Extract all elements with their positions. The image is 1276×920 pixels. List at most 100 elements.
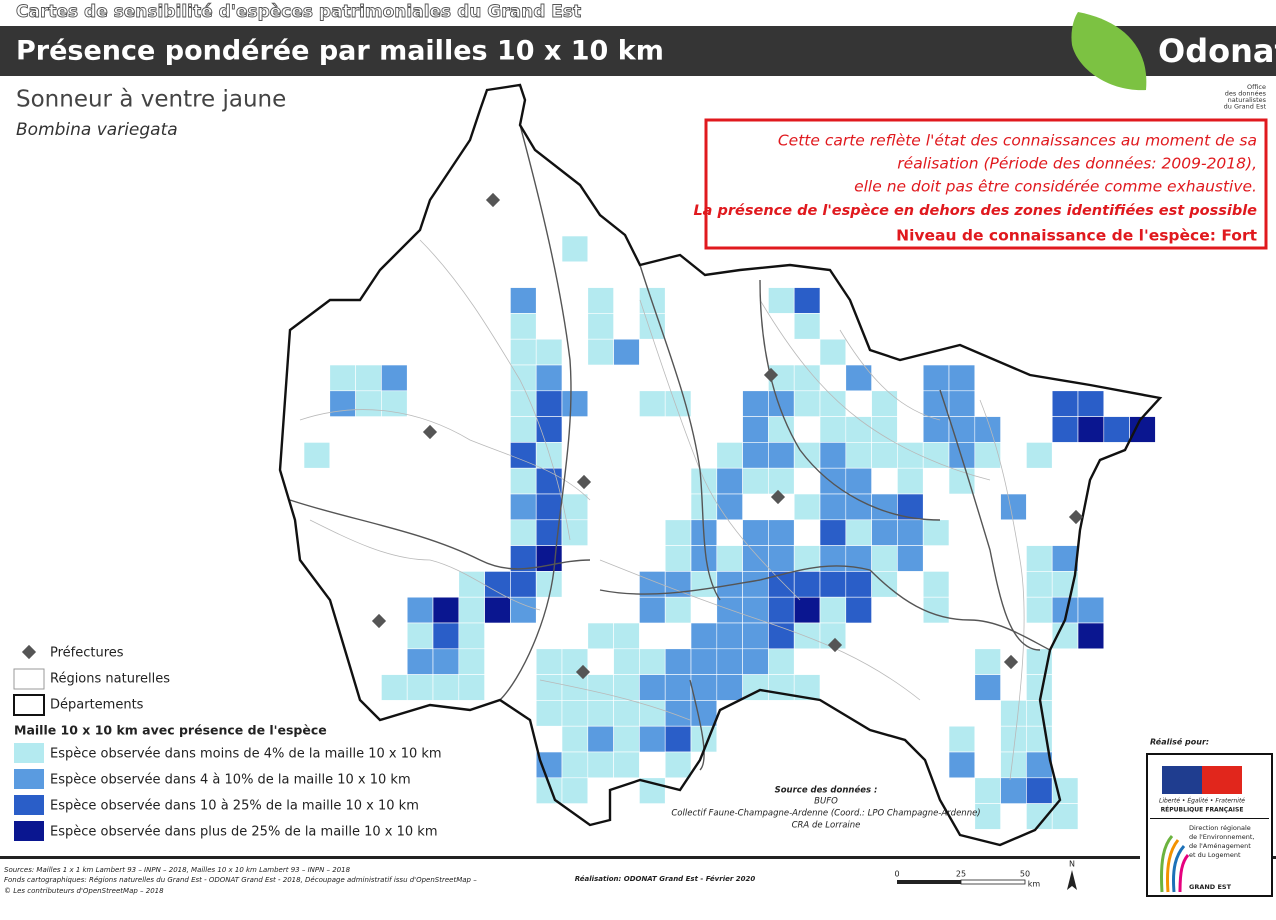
dreal-line: de l'Aménagement [1189, 842, 1251, 850]
grid-cell [1026, 751, 1053, 779]
grid-cell [871, 493, 898, 521]
grid-cell [690, 648, 718, 675]
region-symbol [13, 668, 45, 690]
species-name: Sonneur à ventre jaune [16, 87, 286, 113]
prefecture [770, 489, 786, 505]
north-arrow [1067, 870, 1077, 890]
grid-cell [458, 596, 485, 624]
grid-cell [845, 493, 872, 521]
prefecture [827, 637, 843, 653]
grid-cell [381, 674, 408, 701]
grid-cell [664, 725, 692, 753]
grid-cell [639, 596, 666, 624]
grid-cell [1026, 442, 1053, 469]
grid-cell [613, 648, 640, 675]
grid-cell [664, 700, 692, 727]
grid-cell [819, 493, 847, 521]
footer-source: Fonds cartographiques: Régions naturelle… [4, 876, 477, 884]
grid-cell [303, 442, 331, 469]
logo-subtitle: des données [1225, 90, 1267, 98]
latin-name: Bombina variegata [16, 120, 178, 140]
grid-cell [716, 467, 743, 495]
grid-cell [587, 313, 614, 340]
source-line: CRA de Lorraine [792, 821, 861, 831]
grid-cell [535, 416, 563, 443]
grid-cell [845, 442, 872, 469]
grid-cell [535, 390, 563, 417]
grid-cell [561, 725, 589, 753]
class-label: Espèce observée dans moins de 4% de la m… [50, 747, 442, 762]
grid-cell [587, 725, 614, 753]
legend-label: Régions naturelles [50, 672, 170, 687]
legend-label: Départements [50, 698, 144, 713]
prefecture [763, 367, 779, 383]
prefecture [371, 613, 387, 629]
grid-cell [742, 467, 769, 495]
source-title: Source des données : [775, 785, 878, 796]
region-outline [278, 83, 1163, 847]
grid-cell [1026, 596, 1053, 624]
grid-cell [819, 519, 847, 546]
grid-cell [587, 674, 614, 701]
grid-cell [1077, 416, 1105, 443]
grid-cell [768, 416, 795, 443]
grid-cell [716, 596, 743, 624]
grid-cell [458, 648, 485, 675]
grid-cell [1026, 571, 1053, 598]
class-label: Espèce observée dans 4 à 10% de la maill… [50, 773, 411, 788]
grid-cell [742, 442, 769, 469]
grid-cell [613, 751, 640, 779]
scale-bar [960, 879, 1026, 885]
grid-cell [871, 545, 898, 572]
grid-cell [535, 648, 563, 675]
class-label: Espèce observée dans plus de 25% de la m… [50, 825, 438, 840]
grid-cell [1026, 674, 1053, 701]
prefecture [485, 192, 501, 208]
grid-cell [974, 442, 1001, 469]
grid-cell [432, 648, 460, 675]
grid-cell [922, 519, 950, 546]
logo-leaf [1071, 12, 1147, 91]
grid-cell [793, 390, 821, 417]
grid-cell [639, 700, 666, 727]
grid-cell [845, 596, 872, 624]
scale-tick: 0 [894, 870, 899, 879]
grid-cell [406, 648, 434, 675]
supertitle: Cartes de sensibilité d'espèces patrimon… [16, 2, 581, 22]
source-line: Collectif Faune-Champagne-Ardenne (Coord… [671, 809, 980, 819]
grid-cell [716, 442, 743, 469]
grid-cell [406, 674, 434, 701]
grid-cell [922, 596, 950, 624]
republic-motto: Liberté • Égalité • Fraternité [1159, 797, 1245, 805]
grid-cell [948, 467, 976, 495]
grid-cell [1000, 700, 1027, 727]
grid-cell [1051, 390, 1079, 417]
grid-cell [742, 545, 769, 572]
grid-cell [535, 442, 563, 469]
grid-cell [716, 674, 743, 701]
notice-line: Cette carte reflète l'état des connaissa… [778, 132, 1257, 150]
scale-unit: km [1028, 880, 1041, 889]
grid-cell [561, 390, 589, 417]
grid-cell [819, 442, 847, 469]
grid-cell [793, 313, 821, 340]
notice-line: elle ne doit pas être considérée comme e… [854, 178, 1257, 196]
grid-cell [535, 571, 563, 598]
grid-cell [922, 442, 950, 469]
grid-cell [922, 364, 950, 392]
grid-cell [690, 467, 718, 495]
grid-cell [845, 467, 872, 495]
grid-cell [510, 416, 537, 443]
grid-cell [355, 364, 382, 392]
scale-bar [897, 880, 961, 884]
grid-cell [768, 674, 795, 701]
grid-cell [974, 674, 1001, 701]
grid-cell [1051, 545, 1079, 572]
grid-cell [793, 622, 821, 650]
grid-cell [561, 700, 589, 727]
logo-subtitle: du Grand Est [1224, 103, 1267, 111]
republic-name: RÉPUBLIQUE FRANÇAISE [1161, 806, 1244, 814]
legend-title: Maille 10 x 10 km avec présence de l'esp… [14, 723, 327, 738]
grid-cell [768, 519, 795, 546]
